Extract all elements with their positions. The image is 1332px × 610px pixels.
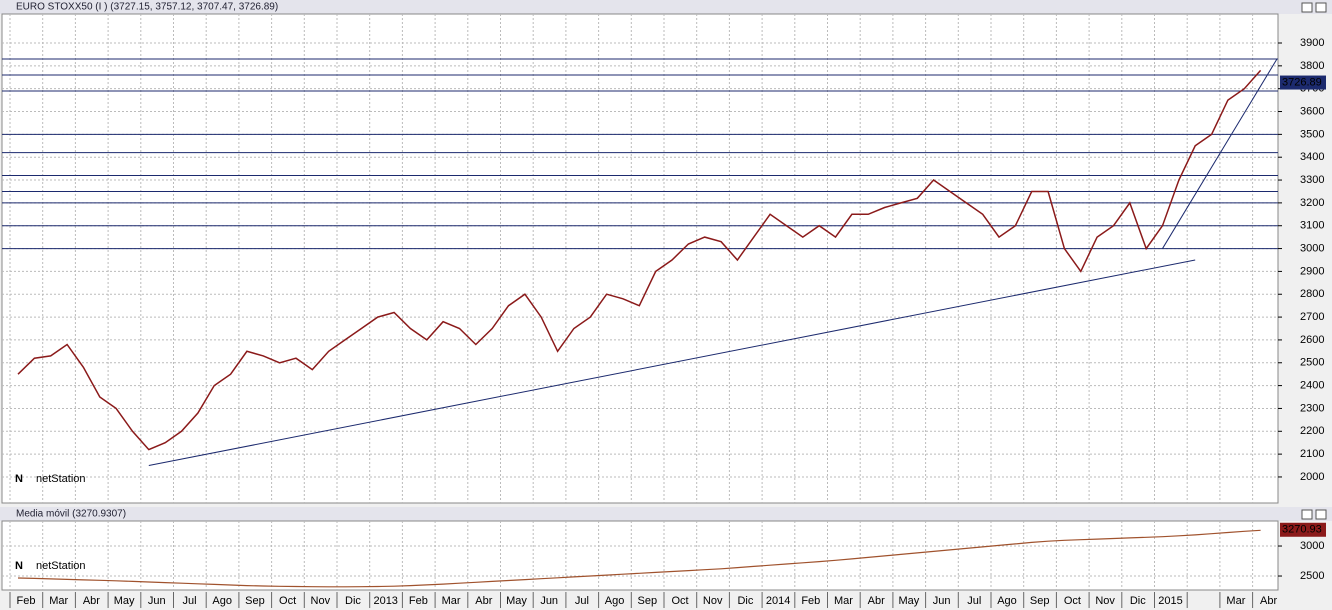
x-tick-label: Ago [997, 595, 1017, 607]
y-tick-label: 2000 [1300, 471, 1324, 483]
y-tick-label: 2300 [1300, 402, 1324, 414]
x-tick-label: Abr [83, 595, 100, 607]
y-tick-label: 3800 [1300, 60, 1324, 72]
x-tick-label: Jun [148, 595, 166, 607]
brand-icon: N [15, 473, 23, 485]
x-tick-label: Jul [575, 595, 589, 607]
trend-line [1162, 58, 1278, 249]
y-tick-label: 2100 [1300, 448, 1324, 460]
window-button[interactable] [1301, 509, 1313, 520]
y-tick-label: 2400 [1300, 380, 1324, 392]
last-value-box [1280, 75, 1326, 90]
x-tick-label: Feb [409, 595, 428, 607]
y-tick-label: 3900 [1300, 37, 1324, 49]
window-button[interactable] [1315, 509, 1327, 520]
x-tick-label: Nov [1095, 595, 1115, 607]
x-tick-label: Mar [834, 595, 853, 607]
brand: netStation [36, 473, 86, 485]
x-tick-label: 2015 [1158, 595, 1182, 607]
x-tick-label: Mar [1226, 595, 1245, 607]
x-tick-label: Oct [1064, 595, 1081, 607]
last-value-label: 3270.93 [1282, 524, 1322, 536]
x-tick-label: Jul [967, 595, 981, 607]
x-tick-label: Dic [345, 595, 361, 607]
x-tick-label: Abr [475, 595, 492, 607]
y-tick-label: 3500 [1300, 128, 1324, 140]
x-tick-label: Jun [540, 595, 558, 607]
x-tick-label: Nov [703, 595, 723, 607]
x-tick-label: Mar [442, 595, 461, 607]
x-tick-label: Sep [638, 595, 658, 607]
y-tick-label: 2600 [1300, 334, 1324, 346]
plot-area [1, 520, 1279, 591]
last-value-box [1280, 522, 1326, 537]
trend-line [148, 259, 1196, 467]
x-tick-label: Oct [671, 595, 688, 607]
brand-icon: N [15, 560, 23, 572]
y-tick-label: 2500 [1300, 570, 1324, 582]
x-tick-label: Feb [17, 595, 36, 607]
y-tick-label: 3600 [1300, 105, 1324, 117]
price-line [17, 69, 1262, 451]
y-tick-label: 2900 [1300, 265, 1324, 277]
y-tick-label: 2500 [1300, 357, 1324, 369]
x-tick-label: Jun [933, 595, 951, 607]
x-tick-label: 2013 [373, 595, 397, 607]
y-tick-label: 2200 [1300, 425, 1324, 437]
x-tick-label: Nov [311, 595, 331, 607]
y-tick-label: 3000 [1300, 242, 1324, 254]
x-tick-label: Abr [1260, 595, 1277, 607]
x-tick-label: May [899, 595, 920, 607]
x-tick-label: Ago [212, 595, 232, 607]
window-button[interactable] [1315, 2, 1327, 13]
x-tick-label: Dic [1130, 595, 1146, 607]
x-tick-label: Jul [182, 595, 196, 607]
y-tick-label: 2800 [1300, 288, 1324, 300]
price-line [17, 529, 1261, 588]
y-tick-label: 2700 [1300, 311, 1324, 323]
x-tick-label: 2014 [766, 595, 790, 607]
x-tick-label: Ago [605, 595, 625, 607]
y-tick-label: 3100 [1300, 220, 1324, 232]
x-tick-label: May [506, 595, 527, 607]
x-tick-label: Oct [279, 595, 296, 607]
x-tick-label: Mar [49, 595, 68, 607]
x-tick-label: Sep [245, 595, 265, 607]
chart-title: Media móvil (3270.9307) [16, 509, 126, 520]
title-bar [0, 507, 1332, 521]
plot-area [1, 13, 1279, 504]
y-tick-label: 3000 [1300, 540, 1324, 552]
title-bar [0, 0, 1332, 14]
y-tick-label: 3400 [1300, 151, 1324, 163]
chart-title: EURO STOXX50 (I ) (3727.15, 3757.12, 370… [16, 2, 278, 13]
x-tick-label: Sep [1030, 595, 1050, 607]
brand: netStation [36, 560, 86, 572]
last-value-label: 3726.89 [1282, 76, 1322, 88]
y-tick-label: 3300 [1300, 174, 1324, 186]
x-tick-label: Abr [868, 595, 885, 607]
x-tick-label: May [114, 595, 135, 607]
x-tick-label: Feb [801, 595, 820, 607]
x-tick-label: Dic [737, 595, 753, 607]
window-button[interactable] [1301, 2, 1313, 13]
y-tick-label: 3200 [1300, 197, 1324, 209]
